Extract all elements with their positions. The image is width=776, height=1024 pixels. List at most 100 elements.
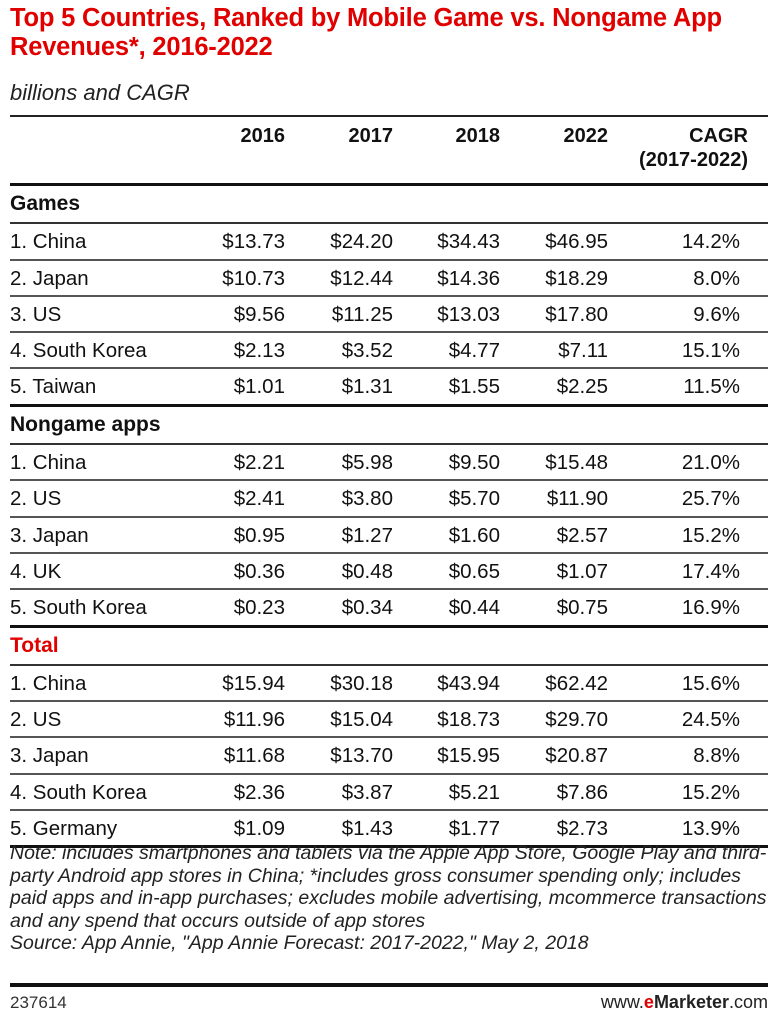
table-cell: $1.07	[556, 559, 608, 583]
table-row: 4. South Korea $2.36 $3.87 $5.21 $7.86 15.2%	[10, 775, 768, 812]
table-cell: 9.6%	[693, 302, 740, 326]
table-row: 3. Japan $0.95 $1.27 $1.60 $2.57 15.2%	[10, 518, 768, 554]
table-cell: $34.43	[437, 230, 500, 254]
table-row: 3. Japan $11.68 $13.70 $15.95 $20.87 8.8%	[10, 738, 768, 775]
table-cell: $11.96	[223, 708, 285, 732]
table-cell: $1.60	[448, 523, 500, 547]
footer: 237614 www.eMarketer.com	[10, 983, 768, 1017]
table-cell: 24.5%	[681, 708, 740, 732]
table-cell: 25.7%	[681, 487, 740, 511]
table-cell: $2.21	[233, 451, 285, 475]
column-header: 2017	[349, 124, 394, 148]
chart-title: Top 5 Countries, Ranked by Mobile Game v…	[10, 4, 722, 61]
row-label: 5. South Korea	[10, 596, 147, 620]
row-label: 1. China	[10, 671, 87, 695]
column-header-line2: (2017-2022)	[639, 149, 748, 171]
row-label: 2. US	[10, 708, 62, 732]
table-cell: $1.09	[233, 817, 285, 841]
row-label: 2. US	[10, 487, 62, 511]
table-row: 1. China $15.94 $30.18 $43.94 $62.42 15.6%	[10, 666, 768, 703]
row-label: 3. Japan	[10, 523, 89, 547]
section-label: Games	[10, 192, 81, 215]
row-label: 4. South Korea	[10, 780, 147, 804]
table-cell: $15.94	[222, 671, 285, 695]
table-cell: $2.41	[233, 487, 285, 511]
table-cell: 11.5%	[683, 375, 740, 399]
section-label: Total	[10, 633, 59, 657]
table-row: 5. Taiwan $1.01 $1.31 $1.55 $2.25 11.5%	[10, 369, 768, 407]
table-cell: $15.04	[330, 708, 393, 732]
table-cell: $24.20	[330, 230, 393, 254]
section-header: Games	[10, 186, 768, 225]
column-header-line1: 2018	[455, 125, 501, 147]
row-label: 1. China	[10, 230, 87, 254]
table-row: 3. US $9.56 $11.25 $13.03 $17.80 9.6%	[10, 297, 768, 334]
table-cell: 8.0%	[693, 266, 740, 290]
table-cell: 13.9%	[681, 817, 740, 841]
table-cell: $1.43	[341, 817, 393, 841]
table-row: 5. South Korea $0.23 $0.34 $0.44 $0.75 16.9%	[10, 590, 768, 628]
logo-highlight: e	[643, 992, 654, 1012]
note-text: Note: includes smartphones and tablets v…	[10, 842, 767, 932]
table-cell: $13.03	[437, 302, 500, 326]
column-header: 2018	[456, 124, 501, 148]
table-cell: $18.73	[437, 708, 500, 732]
table-cell: 17.4%	[681, 559, 740, 583]
table-cell: 14.2%	[681, 230, 740, 254]
table-cell: 15.6%	[681, 671, 740, 695]
table-cell: $62.42	[545, 671, 608, 695]
chart-notes: Note: includes smartphones and tablets v…	[10, 842, 770, 955]
table-cell: $3.87	[341, 780, 393, 804]
table-cell: 16.9%	[681, 596, 740, 620]
table-cell: $43.94	[437, 671, 500, 695]
column-header-line1: 2016	[240, 125, 286, 147]
data-table: 2016 2017 2018 2022 CAGR (2017-2022) Games 1. …	[10, 115, 768, 849]
logo-main: Marketer	[653, 992, 729, 1012]
table-row: 1. China $2.21 $5.98 $9.50 $15.48 21.0%	[10, 445, 768, 482]
table-cell: $2.73	[556, 817, 608, 841]
row-label: 3. US	[10, 302, 62, 326]
column-header-line1: CAGR	[689, 125, 748, 147]
section-header: Nongame apps	[10, 407, 768, 446]
table-cell: $0.36	[233, 559, 285, 583]
emarketer-logo: www.eMarketer.com	[601, 992, 768, 1013]
row-label: 4. South Korea	[10, 339, 147, 363]
table-cell: $13.73	[222, 230, 285, 254]
table-cell: $0.48	[341, 559, 393, 583]
table-cell: $0.75	[556, 596, 608, 620]
table-cell: $2.25	[556, 375, 608, 399]
source-text: Source: App Annie, "App Annie Forecast: …	[10, 932, 589, 954]
table-cell: $1.31	[341, 375, 393, 399]
table-cell: $20.87	[545, 744, 608, 768]
row-label: 3. Japan	[10, 744, 89, 768]
table-cell: $0.95	[233, 523, 285, 547]
logo-prefix: www.	[600, 992, 644, 1012]
table-cell: 15.2%	[681, 523, 740, 547]
table-cell: $0.34	[341, 596, 393, 620]
chart-subtitle: billions and CAGR	[10, 80, 190, 105]
table-cell: $1.27	[341, 523, 393, 547]
chart-id: 237614	[10, 993, 67, 1012]
column-header-line1: 2017	[348, 125, 394, 147]
table-cell: $7.86	[556, 780, 608, 804]
table-cell: $5.98	[341, 451, 393, 475]
row-label: 5. Germany	[10, 817, 118, 841]
table-cell: $17.80	[545, 302, 608, 326]
table-row: 4. South Korea $2.13 $3.52 $4.77 $7.11 15.1%	[10, 333, 768, 370]
table-cell: 8.8%	[693, 744, 740, 768]
section-header: Total	[10, 628, 768, 666]
table-cell: 21.0%	[681, 451, 740, 475]
table-row: 2. Japan $10.73 $12.44 $14.36 $18.29 8.0%	[10, 261, 768, 297]
table-cell: $2.57	[556, 523, 608, 547]
table-cell: $10.73	[222, 266, 285, 290]
table-cell: $13.70	[330, 744, 393, 768]
table-cell: $3.52	[341, 339, 393, 363]
table-cell: $2.36	[233, 780, 285, 804]
column-header: 2022	[564, 124, 609, 148]
table-cell: $11.68	[223, 744, 285, 768]
table-cell: $14.36	[437, 266, 500, 290]
table-row: 1. China $13.73 $24.20 $34.43 $46.95 14.2%	[10, 224, 768, 261]
table-cell: $0.65	[448, 559, 500, 583]
table-cell: $0.44	[448, 596, 500, 620]
row-label: 1. China	[10, 451, 87, 475]
